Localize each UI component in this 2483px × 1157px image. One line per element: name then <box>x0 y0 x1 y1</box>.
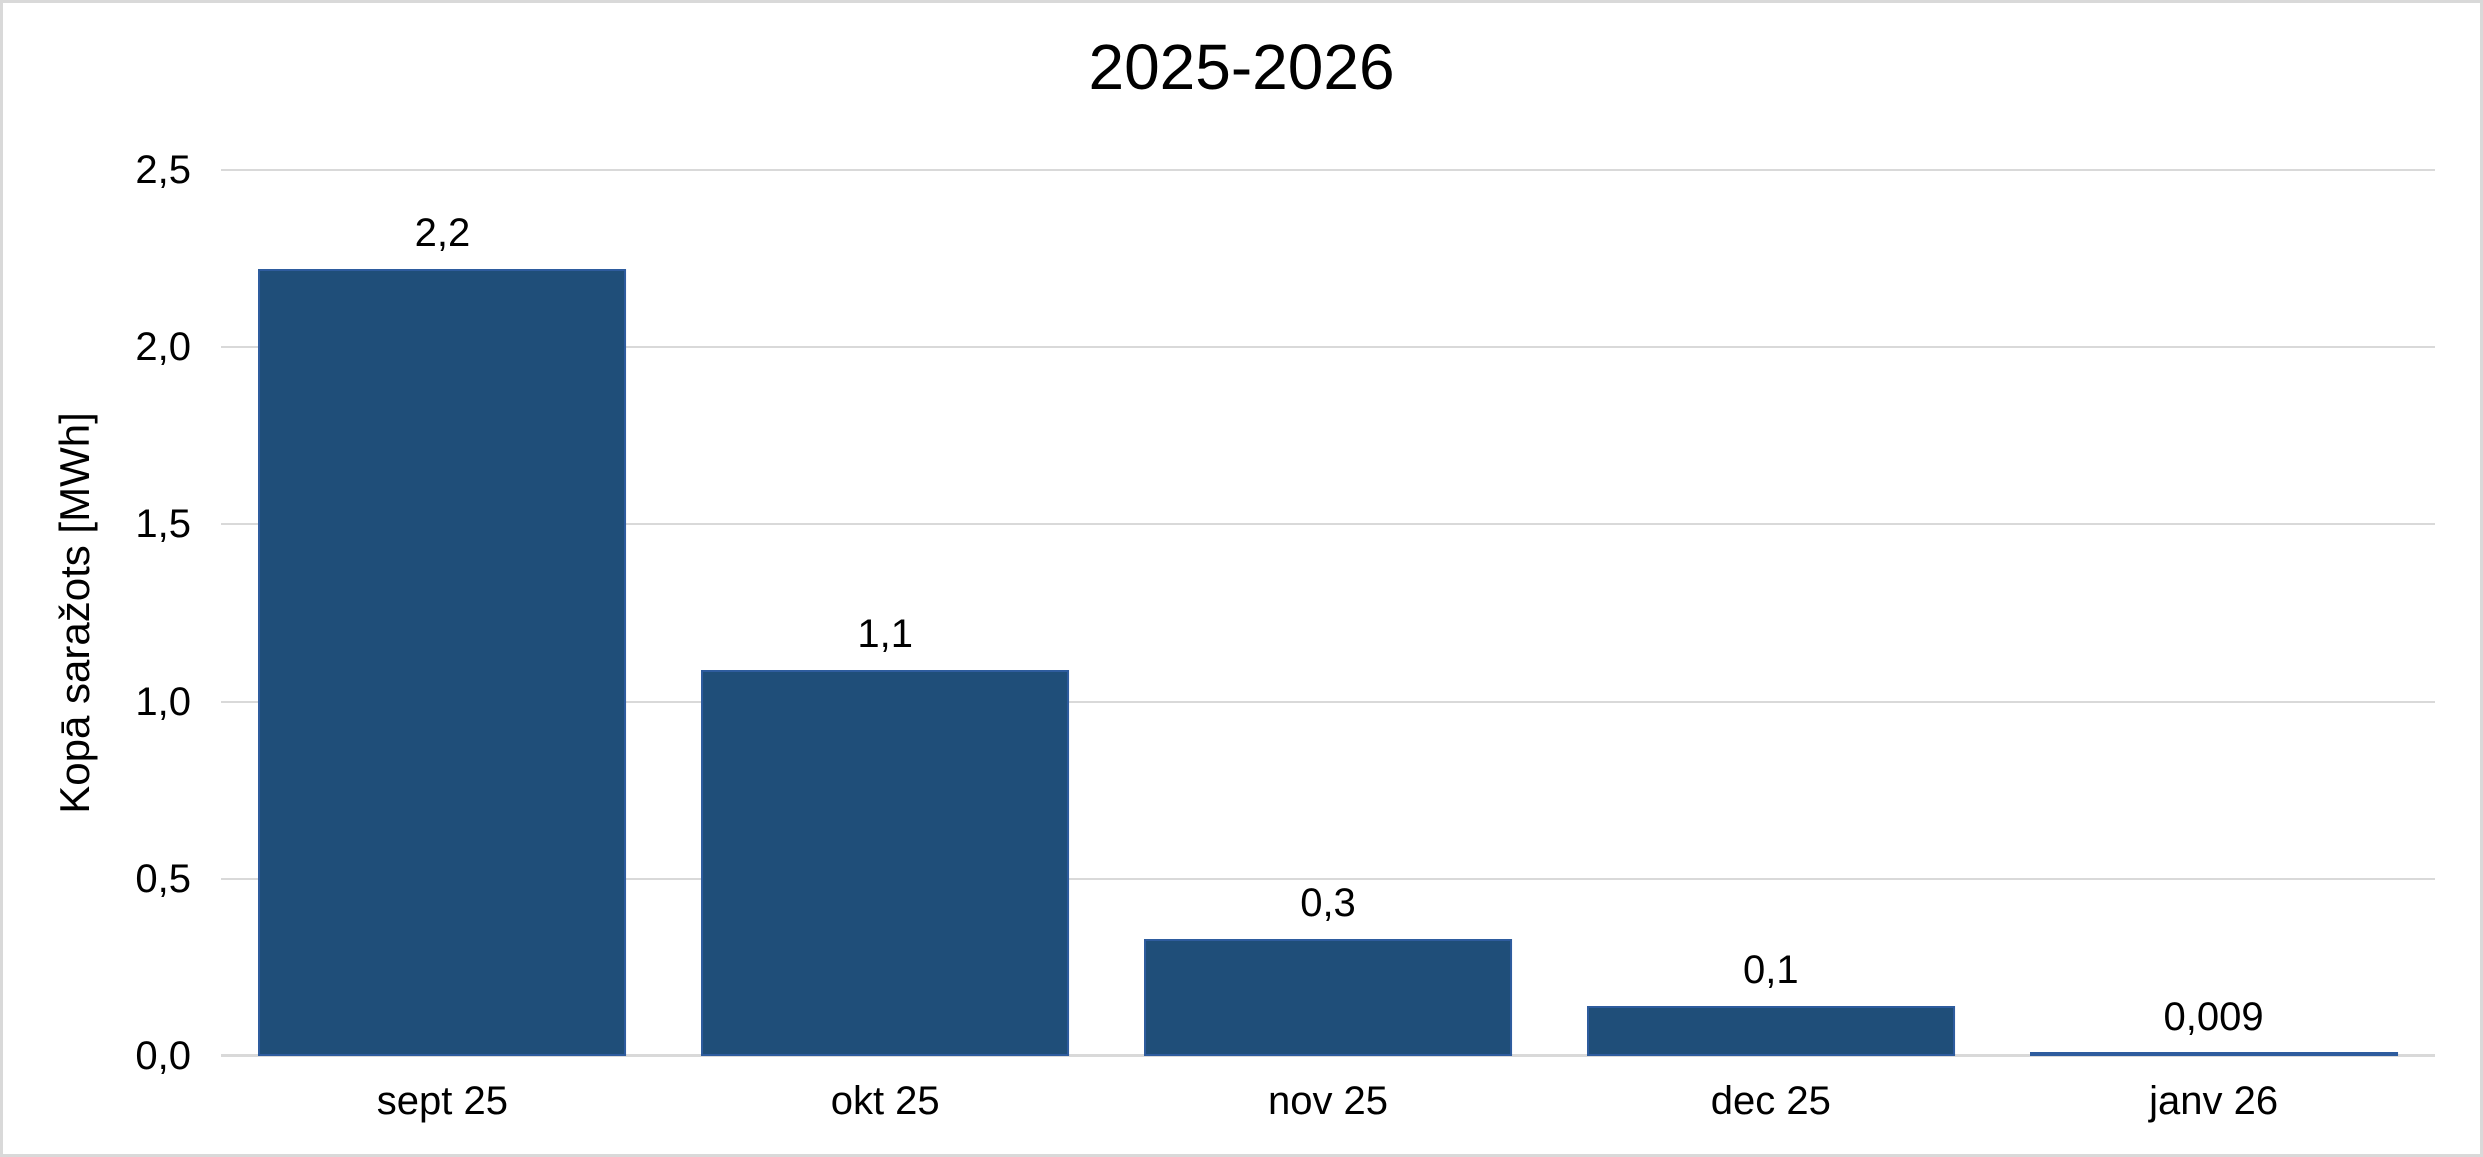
y-tick-label: 2,0 <box>135 325 191 370</box>
y-tick-label: 1,0 <box>135 679 191 724</box>
bar-value-label: 0,3 <box>1300 881 1356 926</box>
y-tick-label: 0,5 <box>135 856 191 901</box>
bar-janv-26 <box>2029 1052 2398 1056</box>
x-axis: sept 25 okt 25 nov 25 dec 25 janv 26 <box>221 1075 2435 1135</box>
gridline <box>221 169 2435 171</box>
chart-title: 2025-2026 <box>1088 31 1395 103</box>
gridline <box>221 700 2435 703</box>
gridline <box>221 346 2435 349</box>
bar-value-label: 1,1 <box>857 611 913 656</box>
bar-nov-25 <box>1144 939 1512 1056</box>
x-tick-label: nov 25 <box>1267 1079 1389 1123</box>
gridline <box>221 877 2435 880</box>
bar-sept-25 <box>258 269 627 1056</box>
y-axis: 0,0 0,5 1,0 1,5 2,0 2,5 <box>3 148 191 1078</box>
y-tick-label: 1,5 <box>135 502 191 547</box>
bar-value-label: 2,2 <box>414 211 471 256</box>
x-tick-label: dec 25 <box>1710 1079 1831 1123</box>
x-tick-label: okt 25 <box>830 1079 940 1123</box>
plot-area: 2,2 1,1 0,3 0,1 0,009 <box>221 169 2435 1057</box>
x-tick-label: sept 25 <box>376 1079 508 1123</box>
bar-value-label: 0,1 <box>1742 948 1799 993</box>
bar-dec-25 <box>1586 1006 1955 1056</box>
y-tick-label: 0,0 <box>135 1034 191 1078</box>
x-tick-label: janv 26 <box>2149 1079 2279 1123</box>
gridline <box>221 523 2435 526</box>
bar-value-label: 0,009 <box>2163 994 2264 1039</box>
y-tick-label: 2,5 <box>135 148 191 192</box>
bar-okt-25 <box>701 669 1070 1056</box>
